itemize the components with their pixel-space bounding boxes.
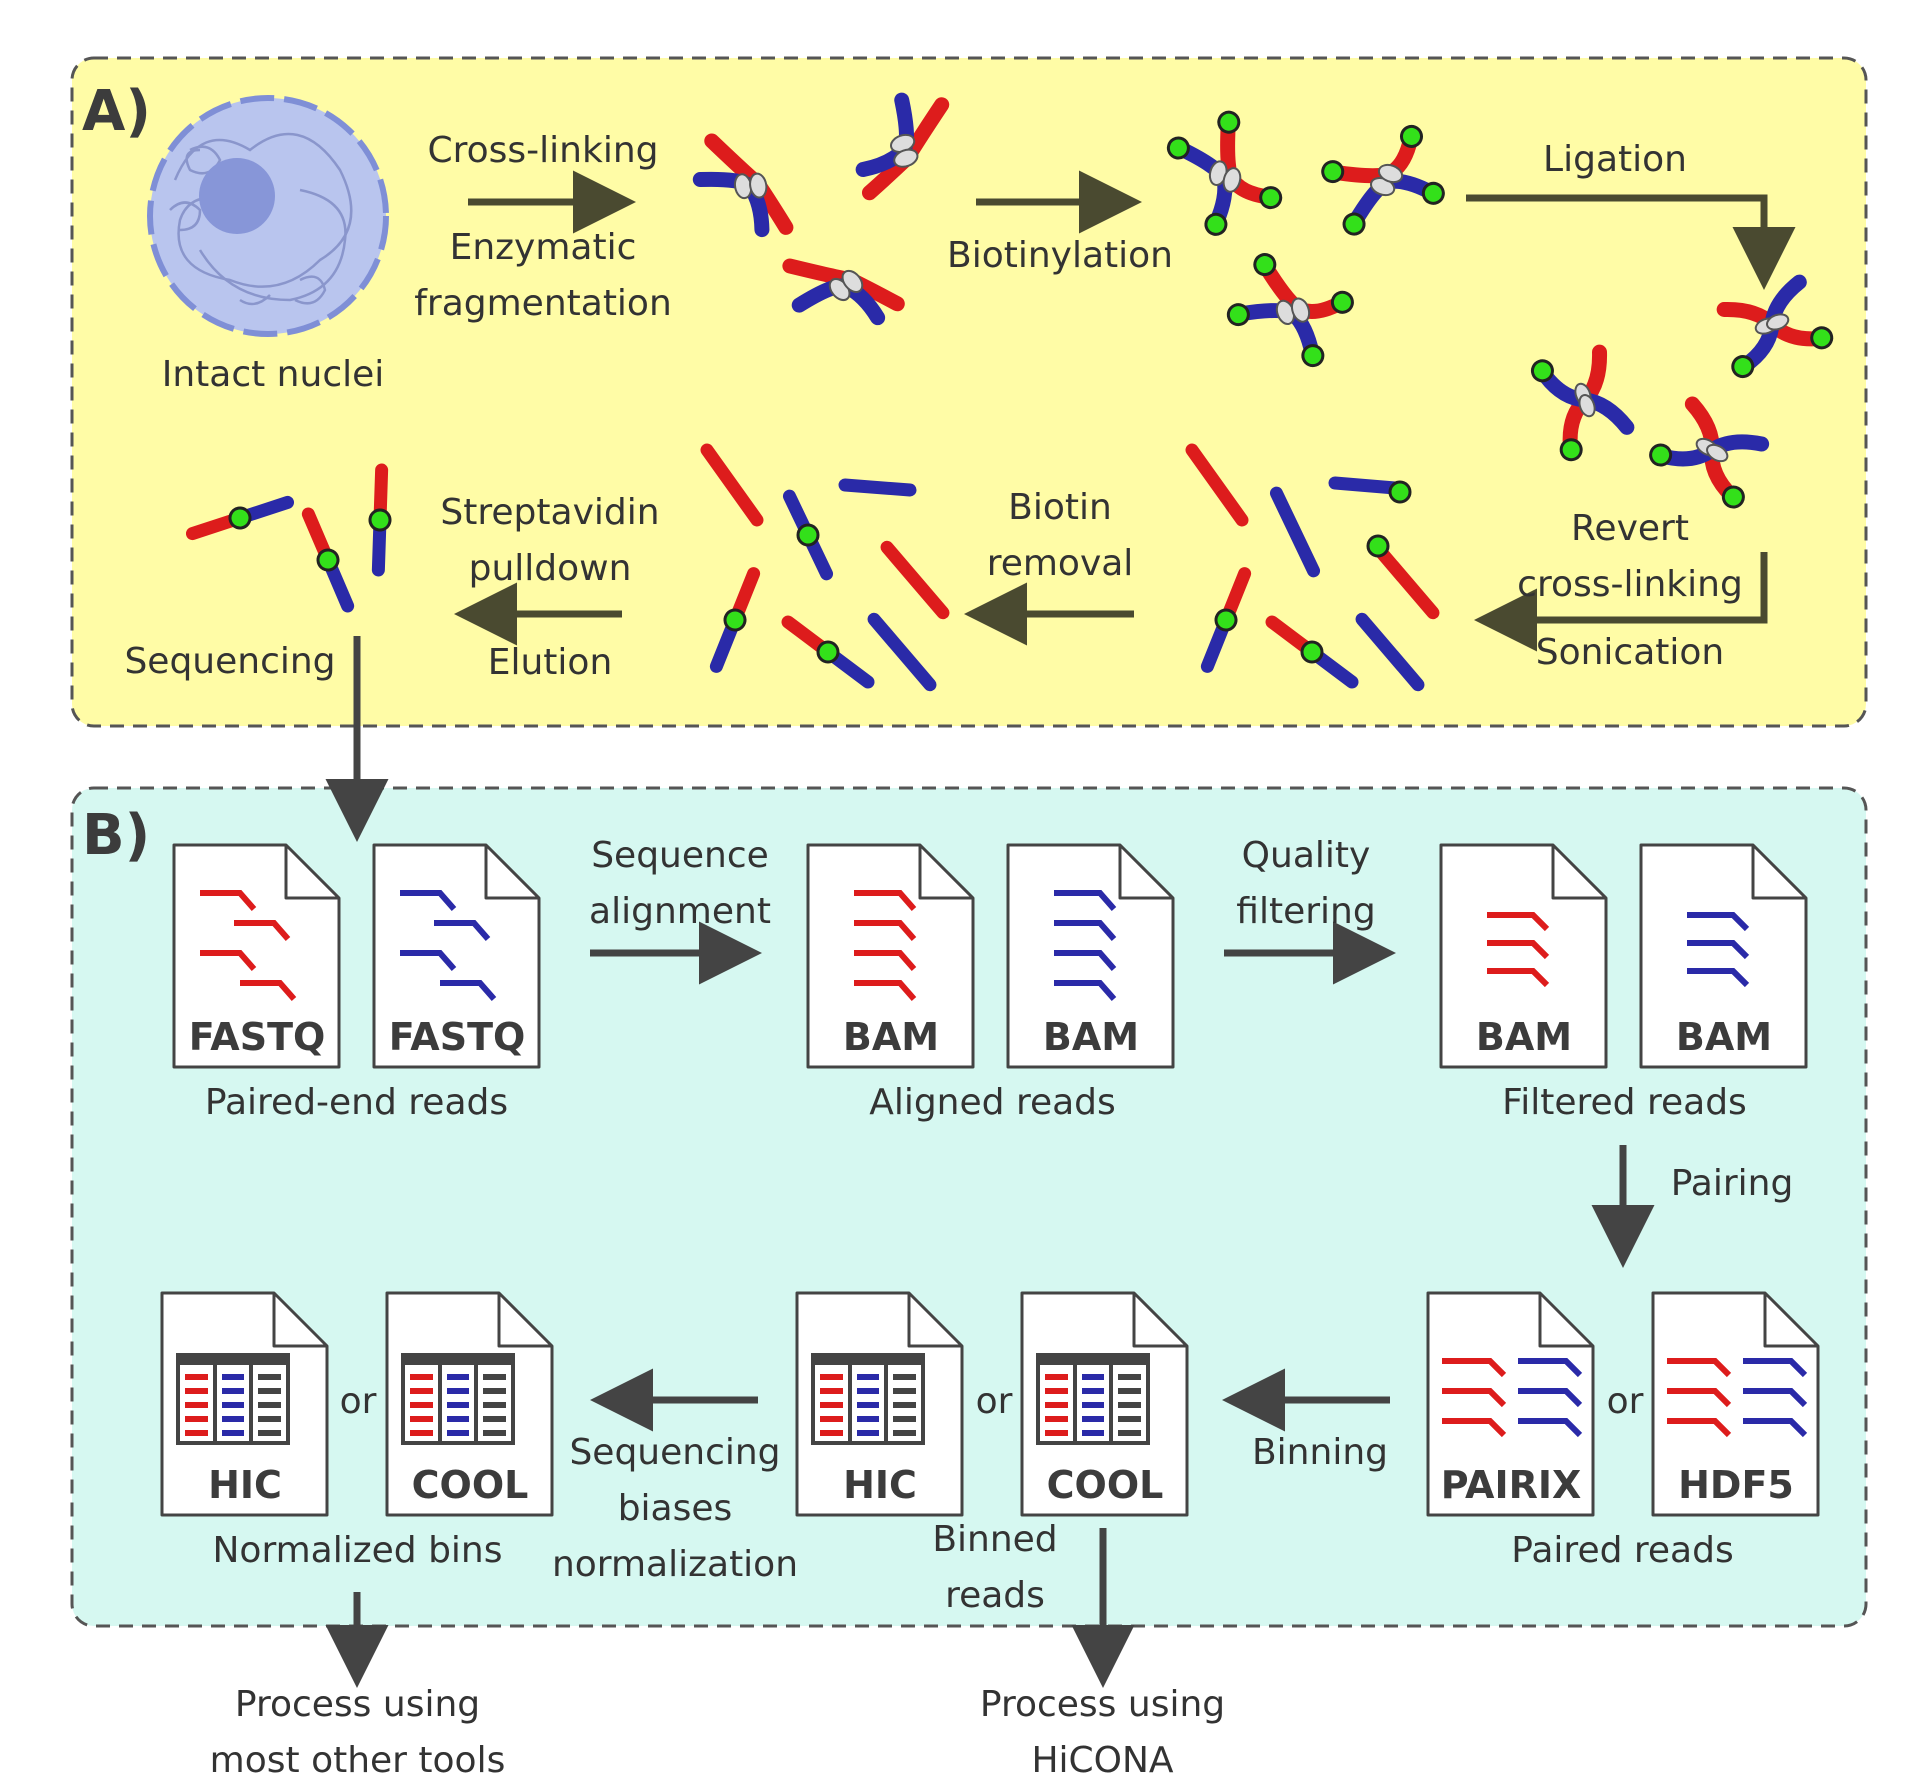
- panel-a-arrows: [454, 170, 1796, 652]
- bam-filtered-file-2: [1639, 843, 1808, 1069]
- bam-aligned-label-2: BAM: [1043, 1015, 1139, 1059]
- crosslinking-label: Cross-linking: [427, 130, 659, 171]
- biotinylation-label: Biotinylation: [947, 235, 1173, 276]
- bam-aligned-label-1: BAM: [843, 1015, 939, 1059]
- sequencing-biases-label: Sequencing: [569, 1432, 781, 1473]
- alignment-label: alignment: [589, 891, 771, 932]
- revert-label: Revert: [1571, 508, 1689, 549]
- paired-reads-label: Paired reads: [1511, 1530, 1734, 1571]
- bam-filtered-label-1: BAM: [1476, 1015, 1572, 1059]
- bam-filtered-file-1: [1439, 843, 1608, 1069]
- sonicated-fragments: [1187, 450, 1433, 689]
- nuclei-label: Intact nuclei: [161, 354, 385, 395]
- fastq-label-2: FASTQ: [389, 1015, 526, 1059]
- removal-label: removal: [986, 543, 1134, 584]
- panel-a-letter: A): [82, 79, 151, 144]
- binned-label: Binned: [932, 1519, 1058, 1560]
- filtered-reads-label: Filtered reads: [1502, 1082, 1747, 1123]
- filtering-label: filtering: [1236, 891, 1376, 932]
- aligned-reads-label: Aligned reads: [869, 1082, 1116, 1123]
- streptavidin-label: Streptavidin: [440, 492, 660, 533]
- quality-label: Quality: [1241, 835, 1371, 876]
- fastq-label-1: FASTQ: [189, 1015, 326, 1059]
- bam-aligned-file-1: [806, 843, 975, 1069]
- sequencing-label: Sequencing: [124, 641, 336, 682]
- enzymatic-label: Enzymatic: [449, 227, 637, 268]
- panel-b-arrows: [325, 921, 1655, 1688]
- hicona-label-2: HiCONA: [1031, 1740, 1174, 1781]
- fastq-file-1: [172, 843, 341, 1069]
- or-label-pairs: or: [1606, 1381, 1644, 1422]
- other-tools-label-2: most other tools: [209, 1740, 506, 1781]
- hdf5-file: [1651, 1291, 1820, 1517]
- normalized-bins-label: Normalized bins: [212, 1530, 503, 1571]
- other-tools-label-1: Process using: [234, 1684, 481, 1725]
- ligation-label: Ligation: [1543, 139, 1687, 180]
- cool-normalized-label: COOL: [412, 1463, 529, 1507]
- hic-normalized-label: HIC: [208, 1463, 282, 1507]
- sequence-label: Sequence: [591, 835, 769, 876]
- binning-label: Binning: [1251, 1432, 1388, 1473]
- pairix-label: PAIRIX: [1441, 1463, 1582, 1507]
- sonication-label: Sonication: [1535, 632, 1725, 673]
- pairing-label: Pairing: [1670, 1163, 1794, 1204]
- or-label-binned: or: [975, 1381, 1013, 1422]
- elution-label: Elution: [487, 642, 613, 683]
- hicona-label-1: Process using: [979, 1684, 1226, 1725]
- bam-filtered-label-2: BAM: [1676, 1015, 1772, 1059]
- pairix-file: [1426, 1291, 1595, 1517]
- fragmentation-label: fragmentation: [414, 283, 672, 324]
- bam-aligned-file-2: [1006, 843, 1175, 1069]
- biases-label: biases: [617, 1488, 733, 1529]
- hdf5-label: HDF5: [1678, 1463, 1794, 1507]
- paired-end-reads-label: Paired-end reads: [204, 1082, 509, 1123]
- nucleus-illustration: [147, 95, 389, 337]
- cool-binned-label: COOL: [1047, 1463, 1164, 1507]
- normalization-label: normalization: [551, 1544, 799, 1585]
- fastq-file-2: [372, 843, 541, 1069]
- biotin-label: Biotin: [1008, 487, 1112, 528]
- panel-b-letter: B): [82, 803, 151, 868]
- panel-a-background: [70, 56, 1868, 728]
- biotin-removed-fragments: [696, 450, 943, 689]
- or-label-normalized: or: [339, 1381, 377, 1422]
- cross-linking-label: cross-linking: [1517, 564, 1743, 605]
- pulldown-label: pulldown: [468, 548, 632, 589]
- reads-label: reads: [945, 1575, 1045, 1616]
- hic-binned-label: HIC: [843, 1463, 917, 1507]
